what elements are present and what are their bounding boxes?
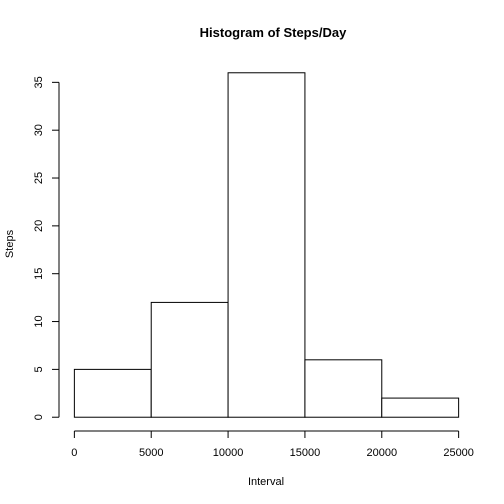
histogram-bar-1 (150, 301, 229, 418)
y-tick-label-7: 35 (33, 76, 45, 88)
x-tick-label-4: 20000 (366, 447, 397, 459)
y-tick-label-4: 20 (33, 220, 45, 232)
y-tick-label-6: 30 (33, 124, 45, 136)
bars-layer (73, 72, 460, 418)
x-tick-label-0: 0 (71, 447, 77, 459)
x-axis-label: Interval (248, 476, 284, 488)
chart-title: Histogram of Steps/Day (200, 25, 347, 40)
y-axis-label: Steps (4, 229, 16, 258)
histogram-bar-4 (381, 397, 460, 418)
y-tick-label-2: 10 (33, 315, 45, 327)
y-tick-label-1: 5 (33, 366, 45, 372)
histogram-bar-0 (73, 368, 152, 418)
x-tick-label-2: 10000 (213, 447, 244, 459)
histogram-bar-3 (304, 359, 383, 418)
y-tick-label-5: 25 (33, 172, 45, 184)
x-tick-label-1: 5000 (139, 447, 163, 459)
y-axis: 0 5 10 15 20 25 30 35 (33, 76, 60, 420)
x-tick-label-5: 25000 (443, 447, 474, 459)
histogram-bar-2 (227, 72, 306, 418)
x-tick-label-3: 15000 (290, 447, 321, 459)
y-tick-label-0: 0 (33, 414, 45, 420)
x-axis: 0 5000 10000 15000 20000 25000 (71, 430, 474, 459)
y-tick-label-3: 15 (33, 268, 45, 280)
